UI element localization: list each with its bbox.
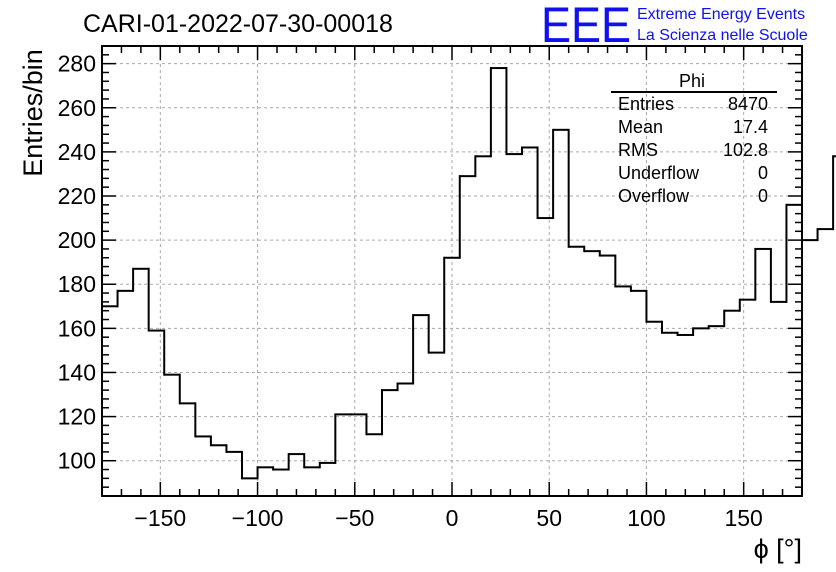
y-tick-label: 260 bbox=[58, 95, 96, 121]
stats-label-rms: RMS bbox=[618, 140, 658, 160]
eee-logo: EEE bbox=[541, 0, 631, 53]
stats-value-entries: 8470 bbox=[728, 94, 768, 114]
y-tick-label: 100 bbox=[58, 448, 96, 474]
y-axis-title: Entries/bin bbox=[18, 49, 48, 177]
x-tick-label: −150 bbox=[134, 505, 186, 531]
x-tick-label: −100 bbox=[232, 505, 284, 531]
chart-title: CARI-01-2022-07-30-00018 bbox=[83, 10, 393, 38]
y-tick-label: 180 bbox=[58, 271, 96, 297]
stats-value-rms: 102.8 bbox=[723, 140, 768, 160]
y-tick-label: 140 bbox=[58, 359, 96, 385]
logo-subtitle-line1: Extreme Energy Events bbox=[637, 6, 805, 23]
stats-box: Phi Entries 8470 Mean 17.4 RMS 102.8 Und… bbox=[611, 71, 777, 206]
x-axis-ticks: −150 −100 −50 0 50 100 150 bbox=[101, 46, 803, 531]
stats-label-overflow: Overflow bbox=[618, 186, 690, 206]
x-tick-label: 50 bbox=[536, 505, 562, 531]
stats-label-entries: Entries bbox=[618, 94, 674, 114]
histogram-steps bbox=[101, 67, 836, 497]
y-tick-label: 280 bbox=[58, 51, 96, 77]
x-axis-title: ϕ [°] bbox=[754, 534, 802, 564]
x-tick-label: 150 bbox=[724, 505, 762, 531]
y-axis-ticks: 100 120 140 160 180 200 220 240 260 280 bbox=[58, 45, 802, 488]
y-tick-label: 240 bbox=[58, 139, 96, 165]
stats-value-underflow: 0 bbox=[758, 163, 768, 183]
grid-lines bbox=[102, 46, 802, 496]
y-tick-label: 120 bbox=[58, 404, 96, 430]
x-tick-label: 0 bbox=[446, 505, 459, 531]
stats-value-mean: 17.4 bbox=[733, 117, 768, 137]
y-tick-label: 220 bbox=[58, 183, 96, 209]
stats-value-overflow: 0 bbox=[758, 186, 768, 206]
y-tick-label: 200 bbox=[58, 227, 96, 253]
x-tick-label: −50 bbox=[335, 505, 374, 531]
stats-label-underflow: Underflow bbox=[618, 163, 700, 183]
x-tick-label: 100 bbox=[627, 505, 665, 531]
logo-subtitle-line2: La Scienza nelle Scuole bbox=[637, 27, 808, 44]
stats-box-title: Phi bbox=[679, 71, 705, 91]
y-tick-label: 160 bbox=[58, 315, 96, 341]
stats-label-mean: Mean bbox=[618, 117, 663, 137]
